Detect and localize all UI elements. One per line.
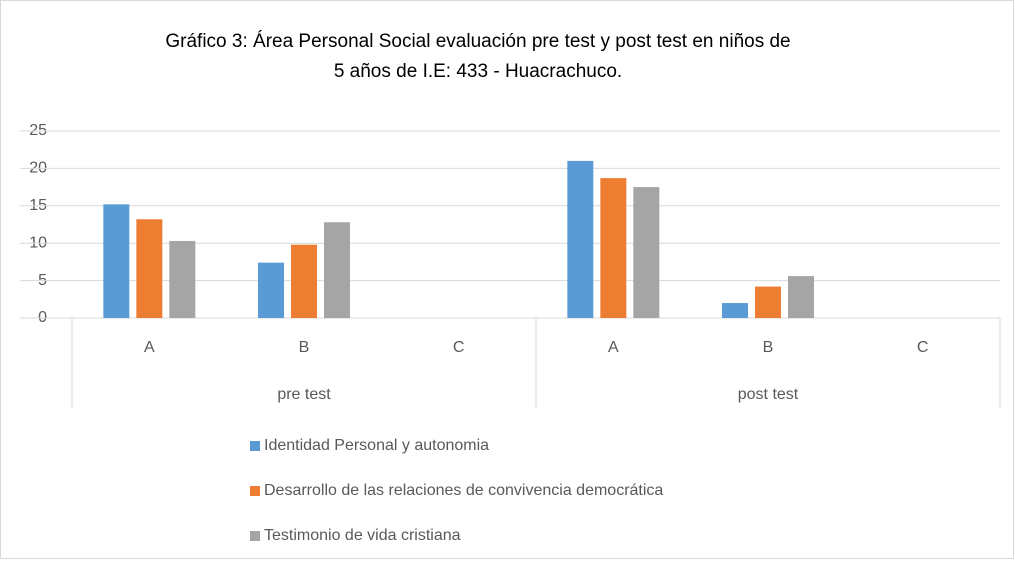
legend-label: Testimonio de vida cristiana [264,527,461,544]
bar [324,222,350,318]
legend-swatch [250,486,260,496]
x-tick-label: B [763,339,774,356]
chart-title: Gráfico 3: Área Personal Social evaluaci… [165,31,790,52]
bar [567,160,594,318]
legend-swatch [250,531,260,541]
bar [103,204,130,318]
x-tick-label: A [144,339,155,356]
bar [136,219,163,318]
legend-label: Desarrollo de las relaciones de conviven… [264,482,663,499]
chart-title: 5 años de I.E: 433 - Huacrachuco. [334,61,622,82]
x-tick-label: A [608,339,619,356]
bar [788,276,814,318]
bar [633,187,660,318]
bar [169,240,196,318]
bar [258,262,284,318]
x-tick-label: C [917,339,929,356]
bar [755,286,781,318]
group-label: pre test [277,386,331,403]
bar [600,178,627,318]
x-tick-label: B [299,339,310,356]
legend-label: Identidad Personal y autonomia [264,437,489,454]
legend-swatch [250,441,260,451]
group-label: post test [738,386,799,403]
bar [291,244,317,318]
bar [722,303,748,318]
x-tick-label: C [453,339,465,356]
